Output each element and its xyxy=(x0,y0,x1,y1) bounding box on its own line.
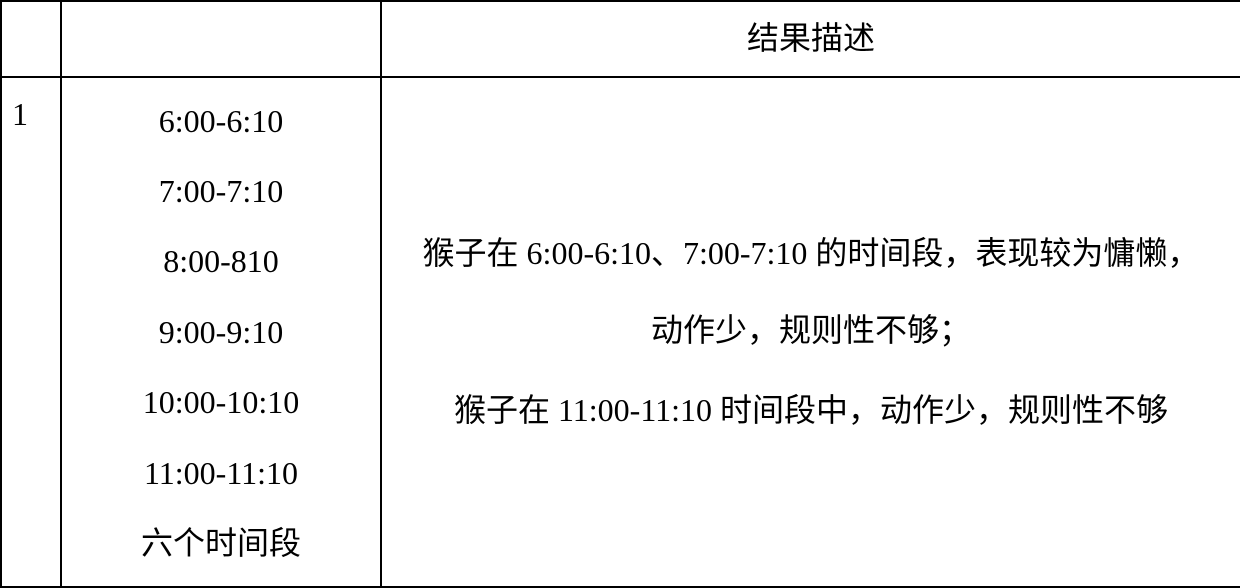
time-range-summary: 六个时间段 xyxy=(72,508,370,578)
time-range: 9:00-9:10 xyxy=(72,297,370,367)
time-range: 10:00-10:10 xyxy=(72,367,370,437)
table-row: 1 6:00-6:10 7:00-7:10 8:00-810 9:00-9:10… xyxy=(1,77,1240,588)
description-cell: 猴子在 6:00-6:10、7:00-7:10 的时间段，表现较为慵懒，动作少，… xyxy=(381,77,1240,588)
time-range: 8:00-810 xyxy=(72,226,370,296)
description-line: 猴子在 6:00-6:10、7:00-7:10 的时间段，表现较为慵懒，动作少，… xyxy=(412,215,1210,369)
time-range: 11:00-11:10 xyxy=(72,438,370,508)
observation-table-wrapper: 结果描述 1 6:00-6:10 7:00-7:10 8:00-810 9:00… xyxy=(0,0,1240,584)
table-header-row: 结果描述 xyxy=(1,1,1240,77)
index-cell: 1 xyxy=(1,77,61,588)
time-range: 6:00-6:10 xyxy=(72,86,370,156)
header-index-cell xyxy=(1,1,61,77)
times-cell: 6:00-6:10 7:00-7:10 8:00-810 9:00-9:10 1… xyxy=(61,77,381,588)
time-range: 7:00-7:10 xyxy=(72,156,370,226)
header-times-cell xyxy=(61,1,381,77)
observation-table: 结果描述 1 6:00-6:10 7:00-7:10 8:00-810 9:00… xyxy=(0,0,1240,588)
header-description-cell: 结果描述 xyxy=(381,1,1240,77)
description-line: 猴子在 11:00-11:10 时间段中，动作少，规则性不够 xyxy=(412,372,1210,449)
